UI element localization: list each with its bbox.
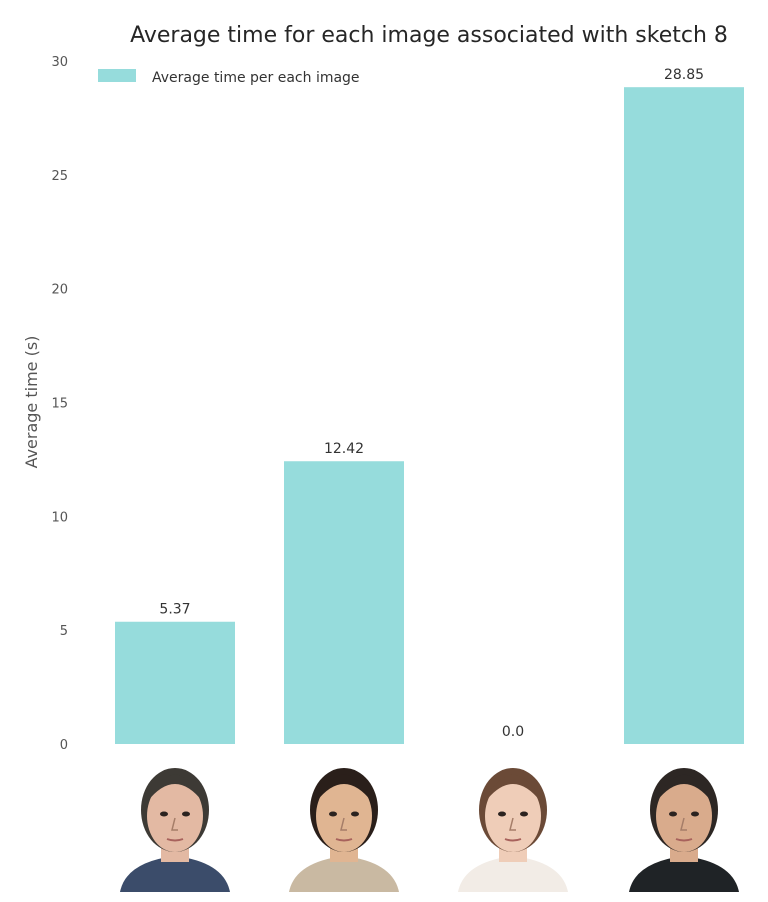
legend: Average time per each image: [98, 69, 360, 86]
face-photo-icon: [444, 750, 582, 892]
chart-title: Average time for each image associated w…: [130, 23, 728, 48]
y-tick-label: 0: [60, 738, 68, 753]
y-axis-ticks: 0 5 10 15 20 25 30: [51, 55, 68, 753]
bar-data-label: 0.0: [502, 724, 524, 740]
y-tick-label: 5: [60, 624, 68, 639]
y-tick-label: 10: [51, 510, 68, 525]
face-photo-icon: [275, 750, 413, 892]
y-tick-label: 15: [51, 397, 68, 412]
y-tick-label: 20: [51, 283, 68, 298]
data-labels: 5.37 12.42 0.0 28.85: [159, 67, 704, 740]
y-tick-label: 30: [51, 55, 68, 70]
bar-data-label: 12.42: [324, 441, 364, 457]
legend-swatch: [98, 69, 136, 82]
y-tick-label: 25: [51, 169, 68, 184]
bar-data-label: 5.37: [159, 602, 190, 618]
bars: [115, 87, 744, 745]
bar: [115, 621, 235, 744]
y-axis-label: Average time (s): [22, 336, 41, 469]
bar: [624, 87, 744, 745]
face-photo-icon: [106, 750, 244, 892]
bar-data-label: 28.85: [664, 67, 704, 83]
face-photo-icon: [615, 750, 753, 892]
legend-label: Average time per each image: [152, 70, 360, 86]
bar: [284, 461, 404, 744]
